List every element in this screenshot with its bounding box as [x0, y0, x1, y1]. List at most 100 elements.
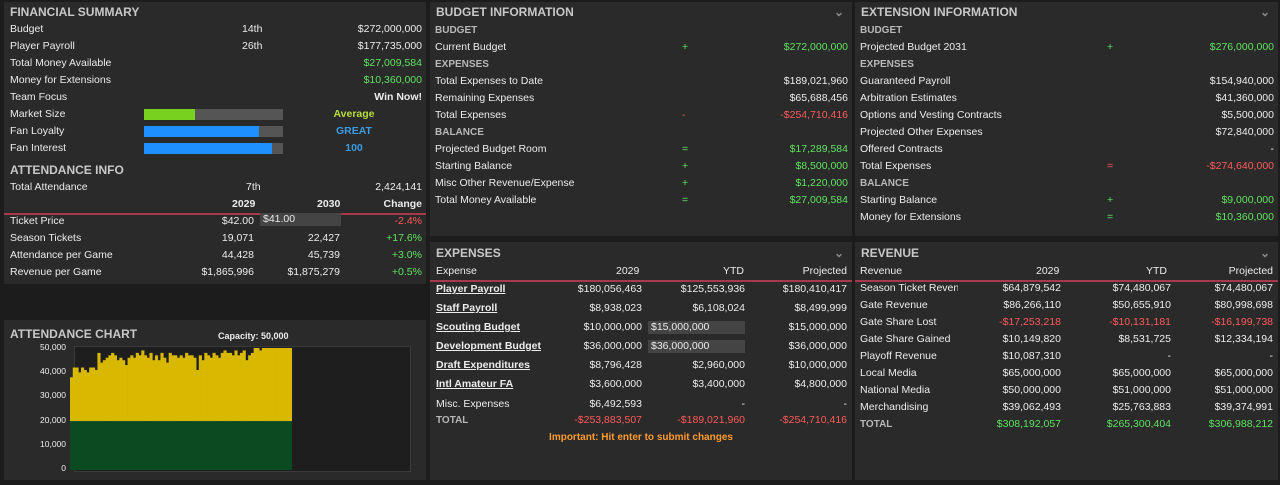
attendance-bar [234, 350, 238, 422]
revenue-ytd: -$10,131,181 [1109, 316, 1171, 328]
expense-projected: $8,499,999 [794, 302, 847, 314]
expenses-total-2029: -$253,883,507 [574, 414, 642, 426]
info-value: $65,688,456 [789, 92, 848, 104]
expense-budget-input[interactable]: $36,000,000 [648, 340, 745, 353]
attendance-bar [209, 357, 213, 422]
revenue-row: National Media $50,000,000 $51,000,000 $51,… [855, 382, 1278, 399]
chevron-down-icon[interactable]: ⌄ [1259, 5, 1270, 19]
attendance-bar [190, 355, 194, 422]
info-label: Remaining Expenses [435, 92, 535, 104]
subheader-label: EXPENSES [860, 59, 914, 70]
budget-info-panel: BUDGET INFORMATION ⌄ BUDGET Current Budget… [430, 2, 852, 236]
summary-row: Team Focus Win Now! [4, 89, 426, 106]
attendance-bar [267, 348, 271, 422]
attendance-change: +17.6% [386, 232, 422, 244]
attendance-info-title: ATTENDANCE INFO [10, 163, 124, 177]
revenue-label: Playoff Revenue [860, 350, 937, 362]
info-value: $272,000,000 [783, 41, 848, 53]
expense-link[interactable]: Development Budget [436, 340, 542, 352]
attendance-2029: $42.00 [221, 215, 254, 227]
attendance-bar [163, 357, 167, 422]
expense-projected: $15,000,000 [788, 321, 847, 333]
info-row: Projected Budget Room = $17,289,584 [430, 141, 852, 158]
info-label: Arbitration Estimates [860, 92, 957, 104]
info-value: $17,289,584 [789, 143, 848, 155]
info-value: $72,840,000 [1215, 126, 1274, 138]
attendance-label: Ticket Price [10, 215, 65, 227]
expense-projected: $10,000,000 [788, 359, 847, 371]
expenses-total-projected: -$254,710,416 [779, 414, 847, 426]
attendance-bar [72, 367, 76, 422]
attendance-bar [100, 362, 104, 422]
attendance-bar [116, 360, 120, 422]
info-operator: = [682, 194, 689, 206]
extension-info-title: EXTENSION INFORMATION ⌄ [855, 2, 1278, 22]
info-operator: + [682, 41, 689, 53]
revenue-projected: $12,334,194 [1214, 333, 1273, 345]
attendance-bar [89, 367, 93, 422]
revenue-title-text: REVENUE [861, 246, 920, 260]
info-row: Guaranteed Payroll $154,940,000 [855, 73, 1278, 90]
col-2030-header: 2030 [317, 198, 341, 210]
revenue-total-2029: $308,192,057 [996, 418, 1061, 430]
rating-bar [144, 143, 283, 154]
attendance-bar [239, 352, 244, 422]
info-value: $41,360,000 [1215, 92, 1274, 104]
expense-label: Misc. Expenses [436, 398, 510, 410]
revenue-projected-header: Projected [1228, 265, 1273, 277]
attendance-bar [149, 352, 153, 422]
info-row: Options and Vesting Contracts $5,500,000 [855, 107, 1278, 124]
attendance-bar [171, 355, 175, 422]
attendance-2030: $1,875,279 [287, 266, 340, 278]
summary-rank: 14th [242, 23, 263, 35]
revenue-total-projected: $306,988,212 [1208, 418, 1273, 430]
info-value: $276,000,000 [1209, 41, 1274, 53]
expense-col-header: Expense [436, 265, 477, 277]
attendance-bar [264, 348, 268, 422]
info-row: Total Money Available = $27,009,584 [430, 192, 852, 209]
subheader-label: BUDGET [435, 25, 478, 36]
revenue-title: REVENUE ⌄ [855, 243, 1278, 263]
expense-budget-input[interactable]: $15,000,000 [648, 321, 745, 334]
chevron-down-icon[interactable]: ⌄ [833, 246, 844, 260]
chevron-down-icon[interactable]: ⌄ [833, 5, 844, 19]
attendance-bar [182, 357, 186, 422]
chevron-down-icon[interactable]: ⌄ [1259, 246, 1270, 260]
section-subheader: BALANCE [430, 124, 852, 141]
revenue-projected: $39,374,991 [1214, 401, 1273, 413]
attendance-bar [176, 357, 181, 422]
expenses-panel: EXPENSES ⌄ Expense 2029 YTD Projected Pla… [430, 242, 852, 480]
attendance-bar [141, 350, 145, 422]
expense-link[interactable]: Player Payroll [436, 283, 506, 295]
attendance-bar [168, 352, 172, 422]
revenue-projected: $65,000,000 [1214, 367, 1273, 379]
y-tick-label: 20,000 [40, 414, 66, 425]
revenue-total-label: TOTAL [860, 419, 893, 430]
expense-link[interactable]: Scouting Budget [436, 321, 520, 333]
attendance-bar [94, 369, 98, 422]
expense-link[interactable]: Draft Expenditures [436, 359, 530, 371]
ticket-price-input[interactable]: $41.00 [260, 213, 341, 226]
info-row: Starting Balance + $8,500,000 [430, 158, 852, 175]
expense-link[interactable]: Staff Payroll [436, 302, 498, 314]
expenses-total-row: TOTAL -$253,883,507 -$189,021,960 -$254,710… [430, 412, 852, 429]
revenue-row: Gate Revenue $86,266,110 $50,655,910 $80,99… [855, 297, 1278, 314]
attendance-bar [250, 352, 255, 422]
info-label: Guaranteed Payroll [860, 75, 951, 87]
expense-2029: $180,056,463 [577, 283, 642, 295]
attendance-bar [130, 355, 134, 422]
rating-label: Fan Interest [10, 142, 67, 154]
summary-label: Budget [10, 23, 44, 35]
attendance-bar [196, 369, 200, 422]
info-value: $189,021,960 [783, 75, 848, 87]
expense-link[interactable]: Intl Amateur FA [436, 378, 514, 390]
attendance-bar [286, 348, 290, 422]
summary-row: Total Money Available $27,009,584 [4, 55, 426, 72]
attendance-bar [113, 355, 117, 422]
budget-info-title: BUDGET INFORMATION ⌄ [430, 2, 852, 22]
rating-bar-fill [144, 126, 260, 137]
expense-ytd: $2,960,000 [692, 359, 745, 371]
summary-label: Total Money Available [10, 57, 112, 69]
summary-value: $177,735,000 [357, 40, 422, 52]
expense-row: Draft Expenditures $8,796,428 $2,960,000 $1… [430, 356, 852, 375]
